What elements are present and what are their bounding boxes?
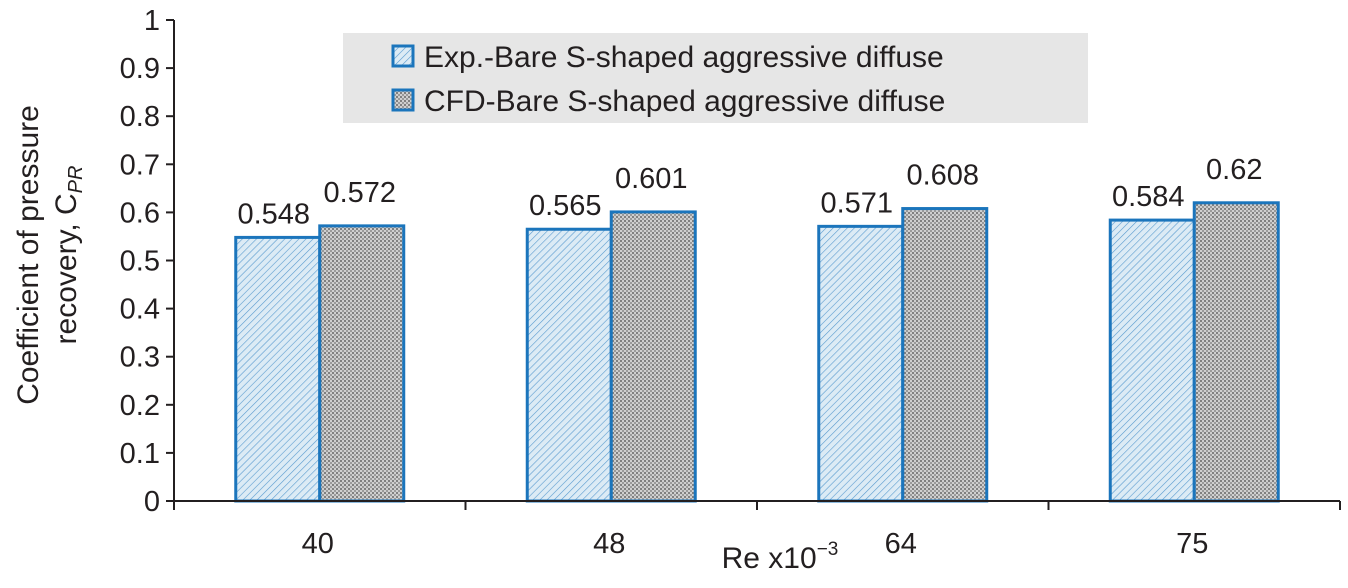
x-axis-ticks: 40 48 64 75 [173,501,1341,560]
data-label-exp: 0.565 [529,190,602,222]
x-tick-label: 75 [1176,528,1208,560]
y-tick-label: 0.8 [120,101,160,133]
x-tick-label: 64 [885,528,917,560]
data-label-exp: 0.548 [237,198,310,230]
data-labels: 0.548 0.572 0.565 0.601 0.571 0.608 0.584 0.62 [237,154,1262,231]
legend: Exp.-Bare S-shaped aggressive diffuse CF… [343,33,1088,123]
data-label-exp: 0.571 [820,187,893,219]
bar-cfd [318,224,406,503]
y-axis-ticks: 0 0.1 0.2 0.3 0.4 0.5 0.6 0.7 0.8 0.9 1 [120,5,174,518]
y-tick-label: 0.3 [120,342,160,374]
x-tick-label: 40 [302,528,334,560]
y-tick-label: 0.5 [120,246,160,278]
data-label-cfd: 0.572 [323,177,396,209]
legend-swatch-exp [391,44,415,68]
data-label-cfd: 0.62 [1206,154,1262,186]
bars [234,201,1280,503]
data-label-cfd: 0.608 [906,160,979,192]
x-tick-label: 48 [593,528,625,560]
svg-text:recovery, CPR: recovery, CPR [50,166,87,345]
y-axis-label: Coefficient of pressure recovery, CPR [12,105,87,405]
y-tick-label: 0 [144,486,160,518]
y-axis-label-subscript: PR [65,166,87,194]
y-tick-label: 0.2 [120,390,160,422]
bar-exp [234,235,322,503]
y-tick-label: 0.9 [120,53,160,85]
y-tick-label: 0.4 [120,294,160,326]
legend-swatch-cfd [391,88,415,112]
data-label-cfd: 0.601 [615,163,688,195]
svg-text:Coefficient of pressure: Coefficient of pressure [12,105,45,405]
bar-cfd [1192,201,1280,503]
bar-cfd [609,210,697,503]
bar-exp [817,224,905,503]
bar-cfd [901,207,989,503]
bar-exp [525,227,613,503]
legend-label-exp: Exp.-Bare S-shaped aggressive diffuse [424,41,944,74]
x-axis-label-text: Re x10 [722,542,817,575]
y-tick-label: 0.6 [120,197,160,229]
y-axis-label-line1: Coefficient of pressure [12,105,45,405]
y-tick-label: 0.1 [120,438,160,470]
legend-background [343,33,1088,123]
y-tick-label: 0.7 [120,149,160,181]
x-axis-label: Re x10−3 [722,539,839,575]
y-tick-label: 1 [144,5,160,37]
y-axis-label-line2: recovery, C [50,193,83,344]
bar-exp [1108,218,1196,503]
data-label-exp: 0.584 [1112,181,1185,213]
legend-label-cfd: CFD-Bare S-shaped aggressive diffuse [424,85,945,118]
x-axis-label-exponent: −3 [817,539,839,560]
